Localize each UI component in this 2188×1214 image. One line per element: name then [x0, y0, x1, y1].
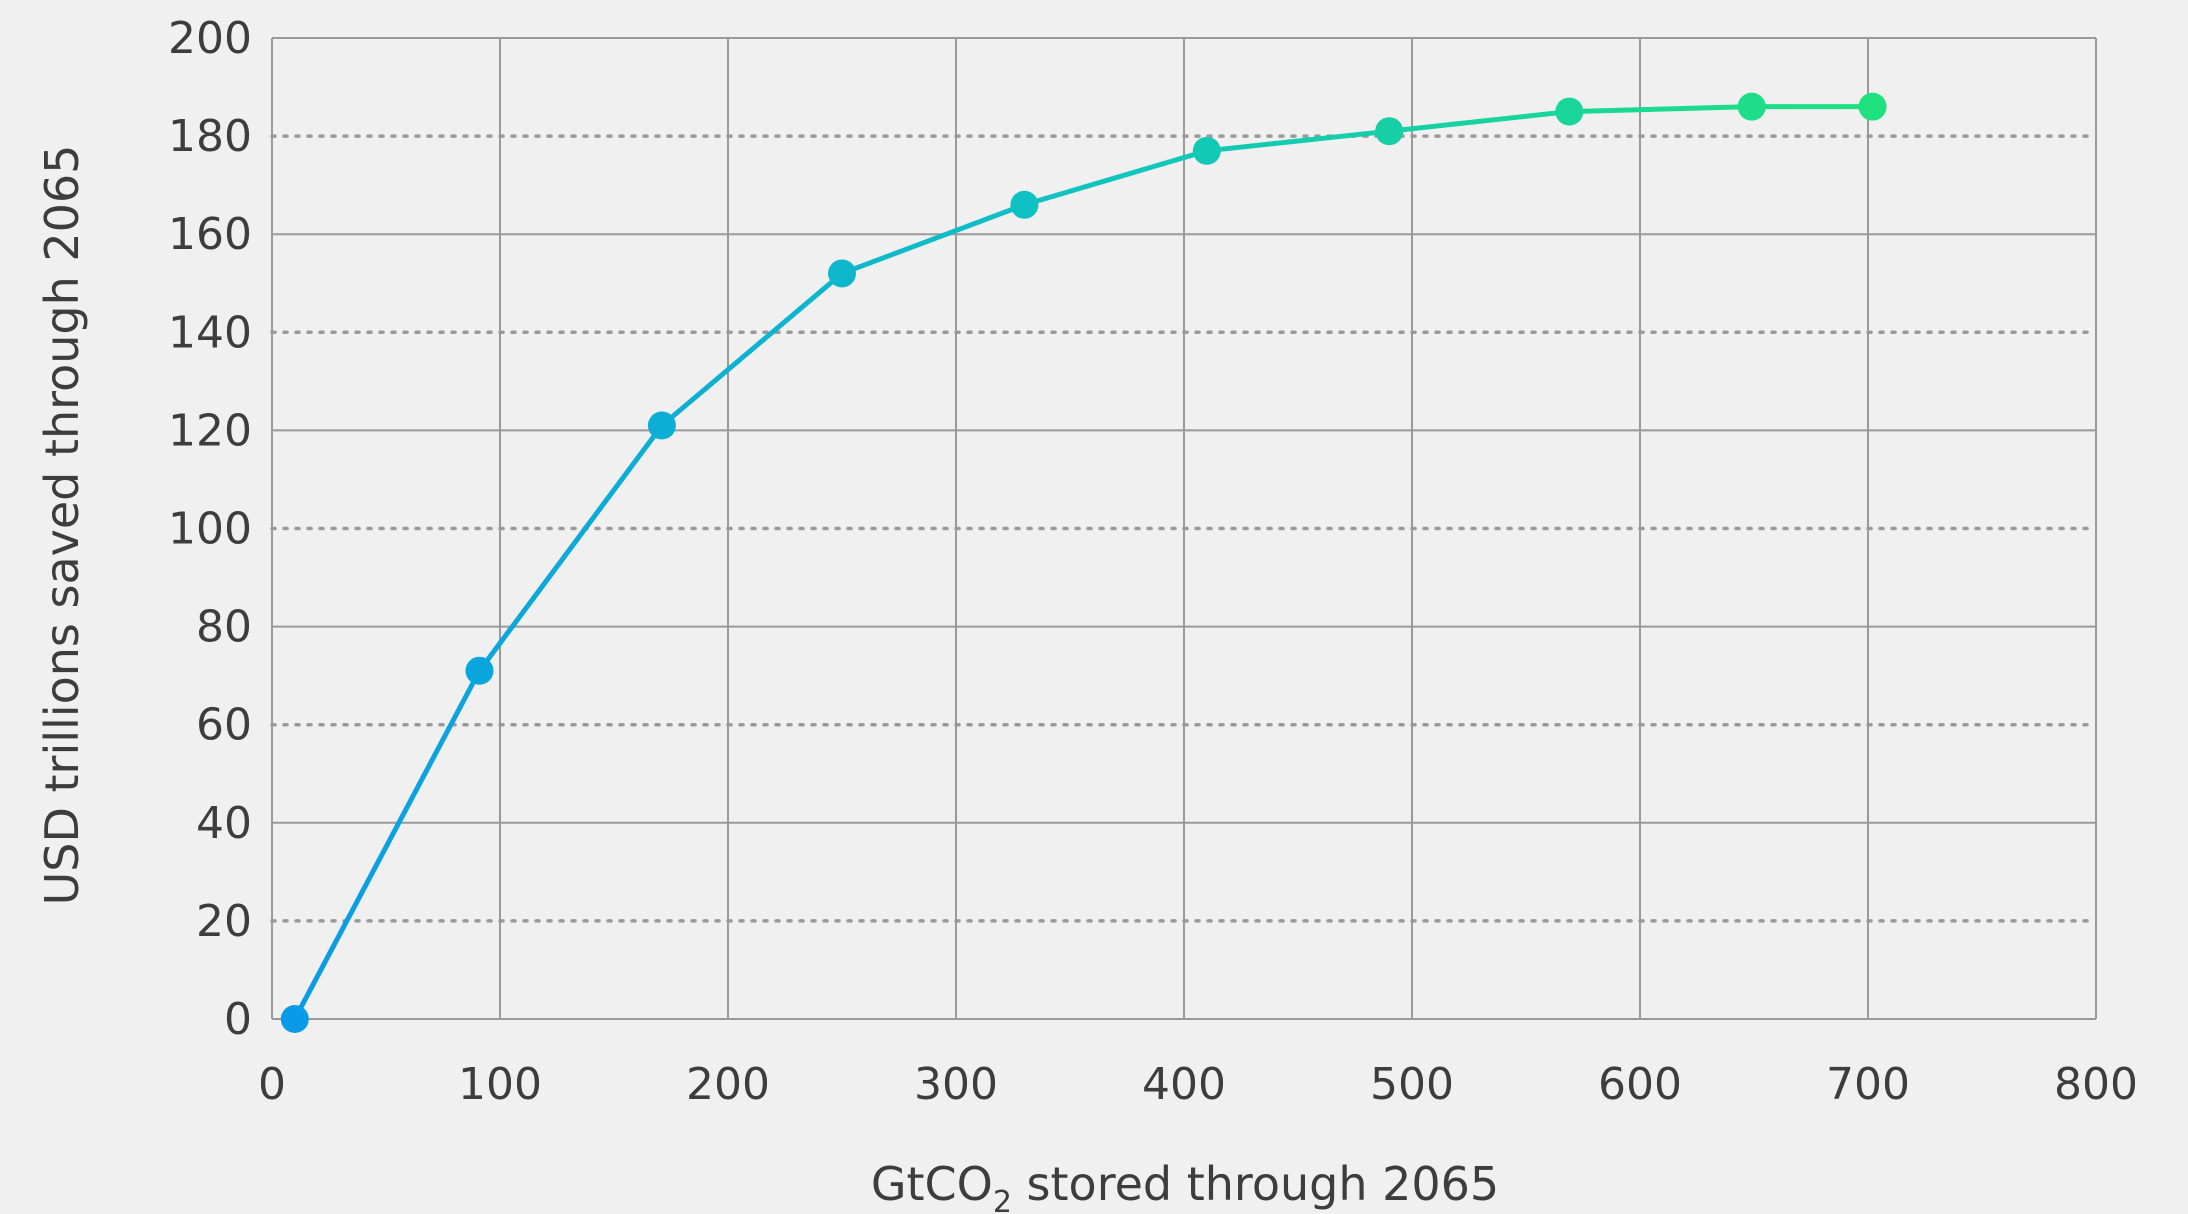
y-tick-label: 80 [196, 602, 252, 653]
y-tick-label: 200 [168, 13, 252, 64]
y-tick-label: 60 [196, 700, 252, 751]
x-axis-title-rest: stored through 2065 [1012, 1157, 1499, 1211]
series [280, 92, 1887, 1033]
x-tick-label: 700 [1826, 1059, 1910, 1110]
x-tick-label: 100 [458, 1059, 542, 1110]
x-tick-label: 500 [1370, 1059, 1454, 1110]
data-point [465, 656, 494, 685]
y-tick-label: 120 [168, 405, 252, 456]
data-point [1192, 136, 1221, 165]
data-point [1737, 92, 1766, 121]
x-tick-label: 600 [1598, 1059, 1682, 1110]
data-point [1858, 92, 1887, 121]
x-tick-label: 800 [2054, 1059, 2138, 1110]
y-tick-label: 100 [168, 504, 252, 555]
y-tick-label: 0 [224, 994, 252, 1045]
y-tick-label: 40 [196, 798, 252, 849]
y-tick-label: 180 [168, 111, 252, 162]
y-tick-label: 20 [196, 896, 252, 947]
x-tick-label: 200 [686, 1059, 770, 1110]
grid [270, 37, 2098, 1020]
x-axis-title: GtCO2 stored through 2065 [871, 1157, 1499, 1214]
data-point [280, 1005, 309, 1033]
x-axis-title-subscript: 2 [993, 1185, 1012, 1214]
y-tick-label: 160 [168, 209, 252, 260]
data-point [1375, 117, 1404, 146]
data-point [647, 411, 676, 440]
tick-labels: 0 100 200 300 400 500 600 700 800 0 20 40 60 80 100 120… [168, 13, 2138, 1110]
y-tick-label: 140 [168, 307, 252, 358]
data-point [1010, 190, 1039, 219]
x-tick-label: 400 [1142, 1059, 1226, 1110]
y-axis-title: USD trillions saved through 2065 [35, 145, 89, 906]
data-point [1555, 97, 1584, 126]
x-axis-title-main: GtCO [871, 1157, 993, 1211]
x-tick-label: 300 [914, 1059, 998, 1110]
x-tick-label: 0 [258, 1059, 286, 1110]
data-point [828, 259, 856, 288]
series-line [292, 104, 1876, 1022]
